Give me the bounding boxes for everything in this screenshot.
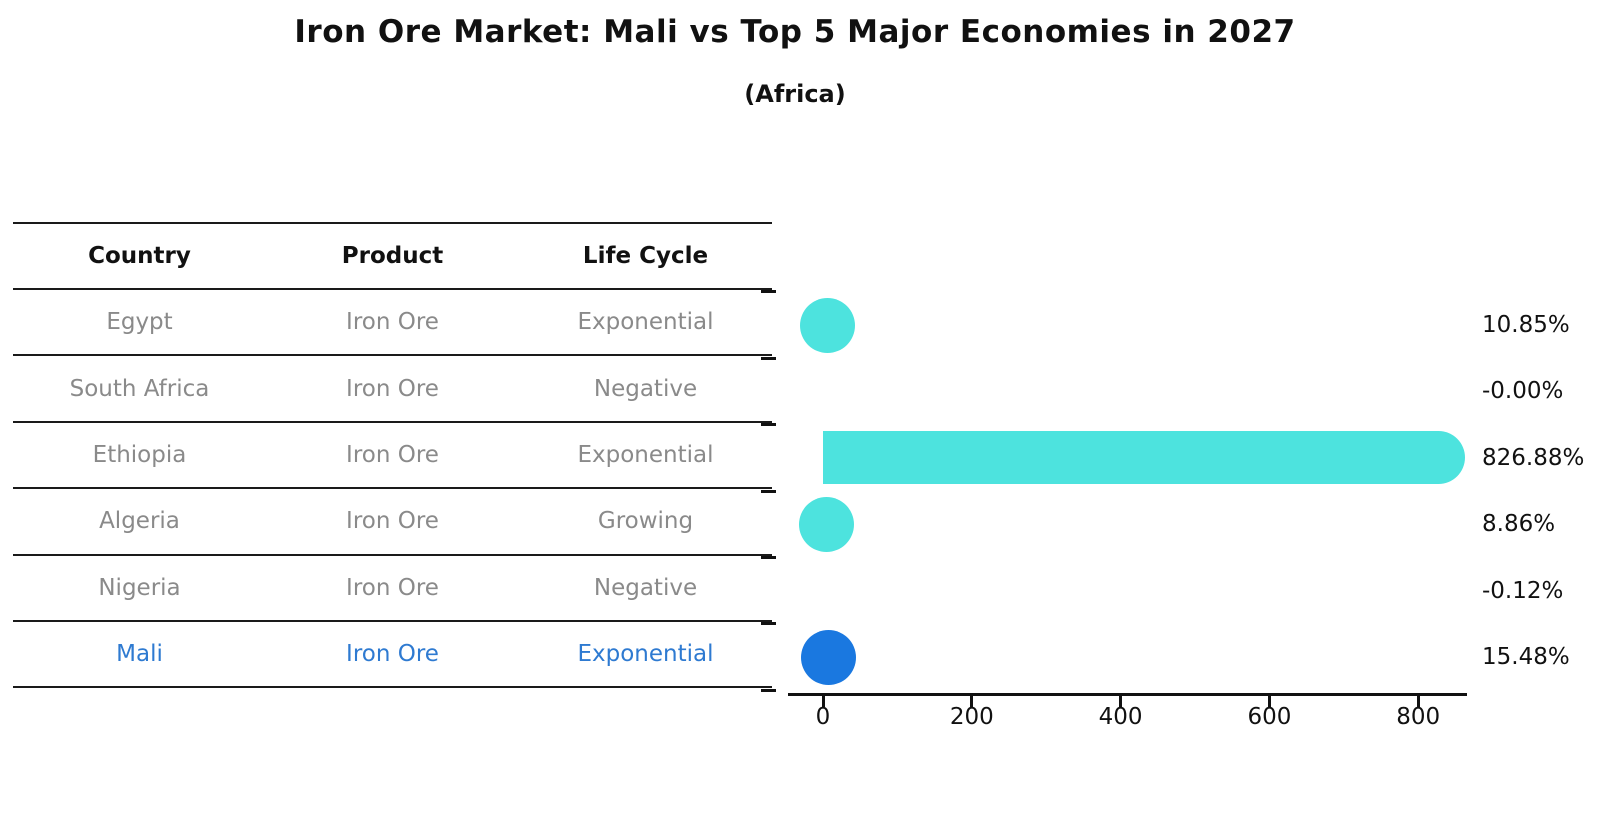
table-row: South Africa Iron Ore Negative bbox=[13, 356, 772, 423]
column-header-country: Country bbox=[88, 243, 191, 269]
x-axis-tick bbox=[821, 694, 825, 707]
bar-mali bbox=[801, 629, 857, 685]
y-axis-tick bbox=[761, 356, 776, 360]
y-axis-tick bbox=[761, 489, 776, 493]
table-row: Nigeria Iron Ore Negative bbox=[13, 556, 772, 622]
table-row: Ethiopia Iron Ore Exponential bbox=[13, 423, 772, 490]
country-table: Country Product Life Cycle Egypt Iron Or… bbox=[13, 222, 772, 689]
y-axis-tick bbox=[761, 688, 776, 692]
cell-country: Algeria bbox=[99, 508, 180, 535]
y-axis-tick bbox=[761, 622, 776, 626]
cell-life-cycle: Negative bbox=[593, 375, 698, 402]
value-label-algeria: 8.86% bbox=[1482, 511, 1556, 538]
x-axis-line bbox=[788, 693, 1467, 696]
table-header-row: Country Product Life Cycle bbox=[13, 224, 772, 290]
y-axis-tick bbox=[761, 555, 776, 559]
column-header-life-cycle: Life Cycle bbox=[582, 243, 709, 269]
value-label-mali: 15.48% bbox=[1482, 644, 1570, 670]
cell-product: Iron Ore bbox=[346, 309, 439, 336]
table-row: Egypt Iron Ore Exponential bbox=[13, 290, 772, 357]
bar-chart-plot-area: 10.85% -0.00% 826.88% 8.86% -0.12% 15.48% 0 200… bbox=[761, 280, 1584, 730]
y-axis-tick bbox=[761, 290, 776, 294]
x-axis-tick-label: 400 bbox=[1098, 704, 1143, 730]
x-axis-tick-label: 600 bbox=[1247, 704, 1292, 730]
page-subtitle: (Africa) bbox=[744, 80, 846, 108]
cell-country: Mali bbox=[116, 641, 163, 668]
cell-life-cycle: Exponential bbox=[577, 641, 714, 668]
x-axis-tick bbox=[1119, 694, 1123, 707]
value-label-south-africa: -0.00% bbox=[1482, 378, 1564, 405]
cell-product: Iron Ore bbox=[346, 508, 439, 535]
bar-egypt bbox=[799, 297, 855, 353]
cell-life-cycle: Exponential bbox=[577, 441, 714, 468]
cell-country: South Africa bbox=[69, 375, 210, 402]
x-axis-tick-label: 200 bbox=[949, 704, 994, 730]
value-label-nigeria: -0.12% bbox=[1482, 577, 1564, 604]
cell-life-cycle: Exponential bbox=[577, 309, 714, 336]
cell-product: Iron Ore bbox=[346, 574, 439, 601]
cell-life-cycle: Growing bbox=[597, 508, 694, 535]
x-axis-tick bbox=[1416, 694, 1420, 707]
value-label-egypt: 10.85% bbox=[1482, 312, 1570, 338]
cell-product: Iron Ore bbox=[346, 641, 439, 668]
cell-product: Iron Ore bbox=[346, 375, 439, 402]
x-axis-tick-label: 0 bbox=[815, 704, 831, 730]
bar-ethiopia bbox=[823, 431, 1466, 485]
table-row-mali-highlighted: Mali Iron Ore Exponential bbox=[13, 622, 772, 689]
cell-product: Iron Ore bbox=[346, 441, 439, 468]
page-title: Iron Ore Market: Mali vs Top 5 Major Eco… bbox=[294, 14, 1296, 50]
table-row: Algeria Iron Ore Growing bbox=[13, 489, 772, 556]
cell-country: Nigeria bbox=[98, 574, 181, 601]
x-axis-tick-label: 800 bbox=[1396, 704, 1441, 730]
cell-country: Egypt bbox=[106, 309, 173, 336]
value-label-ethiopia: 826.88% bbox=[1482, 444, 1585, 471]
x-axis-tick bbox=[1267, 694, 1271, 707]
bar-algeria bbox=[798, 496, 854, 552]
cell-life-cycle: Negative bbox=[593, 574, 698, 601]
x-axis-tick bbox=[970, 694, 974, 707]
column-header-product: Product bbox=[341, 243, 444, 269]
y-axis-tick bbox=[761, 423, 776, 427]
cell-country: Ethiopia bbox=[92, 441, 187, 468]
